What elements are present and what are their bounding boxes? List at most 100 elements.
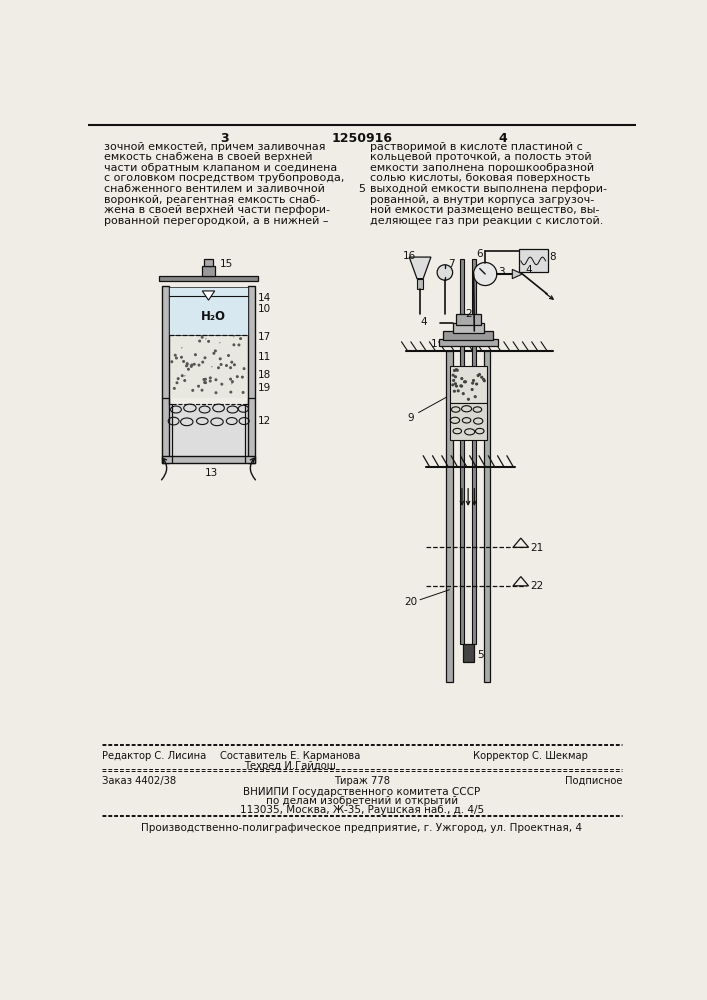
Circle shape	[204, 357, 206, 359]
Bar	[438, 339, 498, 346]
Text: 113035, Москва, Ж-35, Раушская наб., д. 4/5: 113035, Москва, Ж-35, Раушская наб., д. …	[240, 805, 484, 815]
Text: рованной, а внутри корпуса загрузоч-: рованной, а внутри корпуса загрузоч-	[370, 195, 594, 205]
Circle shape	[192, 389, 194, 391]
Text: 13: 13	[204, 468, 218, 478]
Text: емкость снабжена в своей верхней: емкость снабжена в своей верхней	[104, 152, 312, 162]
Text: 21: 21	[530, 543, 544, 553]
Circle shape	[230, 367, 231, 369]
Text: ′: ′	[188, 364, 189, 373]
Circle shape	[474, 262, 497, 286]
Circle shape	[181, 375, 183, 377]
Bar	[472, 259, 476, 644]
Text: с оголовком посредством трубопровода,: с оголовком посредством трубопровода,	[104, 173, 344, 183]
Text: 10: 10	[257, 304, 271, 314]
Text: 5: 5	[477, 650, 484, 660]
Circle shape	[452, 379, 455, 381]
Text: Тираж 778: Тираж 778	[334, 776, 390, 786]
Circle shape	[479, 373, 481, 375]
Text: 16: 16	[403, 251, 416, 261]
Bar	[443, 331, 493, 340]
Circle shape	[187, 368, 189, 370]
Circle shape	[483, 378, 484, 380]
Text: Техред И.Гайдош: Техред И.Гайдош	[244, 761, 336, 771]
Circle shape	[175, 357, 177, 359]
Circle shape	[218, 367, 219, 369]
Text: Редактор С. Лисина: Редактор С. Лисина	[103, 751, 206, 761]
Circle shape	[198, 364, 200, 366]
Text: 3: 3	[220, 132, 228, 145]
Text: ′: ′	[205, 337, 207, 346]
Text: 18: 18	[257, 370, 271, 380]
Text: выходной емкости выполнена перфори-: выходной емкости выполнена перфори-	[370, 184, 607, 194]
Circle shape	[191, 364, 193, 366]
Circle shape	[437, 265, 452, 280]
Bar	[450, 403, 486, 440]
Circle shape	[184, 380, 186, 381]
Bar	[460, 259, 464, 644]
Circle shape	[215, 392, 217, 394]
Bar	[452, 323, 484, 333]
Circle shape	[230, 378, 231, 380]
Circle shape	[186, 365, 187, 367]
Circle shape	[190, 365, 192, 367]
Text: ′: ′	[219, 341, 221, 350]
Circle shape	[199, 340, 201, 342]
Circle shape	[484, 380, 486, 382]
Bar	[462, 644, 474, 662]
Circle shape	[214, 350, 216, 352]
Circle shape	[203, 379, 205, 380]
Text: деляющее газ при реакции с кислотой.: деляющее газ при реакции с кислотой.	[370, 216, 603, 226]
Circle shape	[455, 385, 457, 387]
Circle shape	[243, 392, 244, 393]
Text: 4: 4	[525, 265, 532, 275]
Circle shape	[204, 382, 206, 384]
Text: кольцевой проточкой, а полость этой: кольцевой проточкой, а полость этой	[370, 152, 591, 162]
Circle shape	[455, 376, 457, 378]
Circle shape	[477, 375, 479, 377]
Bar	[162, 286, 169, 463]
Bar	[169, 404, 248, 456]
Circle shape	[228, 355, 229, 356]
Circle shape	[230, 391, 232, 393]
Polygon shape	[409, 257, 431, 279]
Text: емкости заполнена порошкообразной: емкости заполнена порошкообразной	[370, 163, 594, 173]
Bar	[456, 314, 481, 325]
Text: солью кислоты, боковая поверхность: солью кислоты, боковая поверхность	[370, 173, 590, 183]
Bar	[450, 366, 486, 403]
Text: 8: 8	[549, 252, 556, 262]
Circle shape	[453, 390, 455, 392]
Circle shape	[209, 377, 211, 379]
Bar	[169, 287, 248, 335]
Bar	[248, 286, 255, 463]
Circle shape	[193, 363, 195, 365]
Bar	[204, 259, 213, 266]
Circle shape	[460, 385, 462, 387]
Text: снабженного вентилем и заливочной: снабженного вентилем и заливочной	[104, 184, 325, 194]
Circle shape	[220, 364, 222, 365]
Text: 11: 11	[257, 352, 271, 362]
Circle shape	[462, 393, 464, 395]
Circle shape	[472, 382, 474, 384]
Circle shape	[204, 382, 206, 383]
Circle shape	[452, 374, 454, 376]
Text: зочной емкостей, причем заливочная: зочной емкостей, причем заливочная	[104, 142, 325, 152]
Text: Корректор С. Шекмар: Корректор С. Шекмар	[473, 751, 588, 761]
Text: воронкой, реагентная емкость снаб-: воронкой, реагентная емкость снаб-	[104, 195, 320, 205]
Text: жена в своей верхней части перфори-: жена в своей верхней части перфори-	[104, 205, 330, 215]
Circle shape	[457, 390, 460, 392]
Bar	[159, 276, 258, 281]
Circle shape	[173, 387, 175, 389]
Circle shape	[226, 365, 228, 366]
Circle shape	[471, 388, 473, 390]
Circle shape	[243, 368, 245, 370]
Circle shape	[461, 378, 463, 380]
Bar	[162, 456, 255, 463]
Text: 7: 7	[448, 259, 455, 269]
Circle shape	[453, 370, 455, 372]
Circle shape	[219, 358, 221, 360]
Circle shape	[472, 379, 474, 381]
Circle shape	[238, 344, 240, 346]
Circle shape	[182, 360, 185, 362]
Polygon shape	[202, 291, 215, 300]
Text: ′: ′	[184, 375, 186, 384]
